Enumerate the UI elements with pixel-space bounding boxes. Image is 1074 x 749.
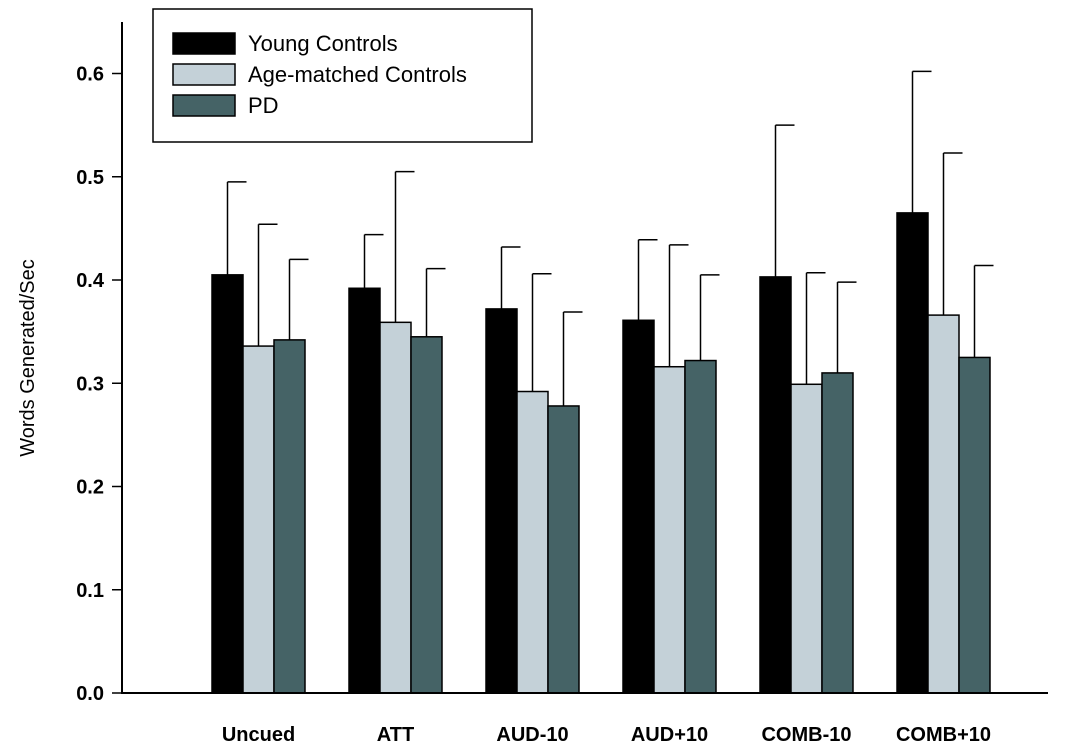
y-tick-label: 0.3 [76,373,104,395]
bar-att-series-0 [348,287,381,694]
legend-swatch [172,63,236,86]
y-tick-label: 0.6 [76,64,104,86]
bar-aud-10-series-2 [684,359,717,694]
legend-label: Age-matched Controls [248,62,467,87]
bar-att-series-1 [379,321,412,694]
bar-comb-10-series-0 [759,276,792,694]
y-tick-label: 0.0 [76,683,104,705]
y-axis-title: Words Generated/Sec [17,259,39,457]
bar-aud-10-series-1 [516,390,549,694]
legend-swatch [172,94,236,117]
x-tick-label: Uncued [222,724,295,746]
bar-aud-10-series-0 [485,308,518,694]
error-bars-layer [226,70,994,406]
bar-comb-10-series-2 [821,372,854,694]
x-tick-label: ATT [377,724,414,746]
y-tick-label: 0.1 [76,580,104,602]
bar-comb-10-series-0 [896,212,929,694]
legend: Young Controls Age-matched Controls PD [152,8,533,143]
bar-aud-10-series-2 [547,405,580,694]
x-tick-label: AUD+10 [631,724,708,746]
bar-comb-10-series-2 [958,356,991,694]
bar-aud-10-series-1 [653,365,686,694]
y-tick-label: 0.2 [76,477,104,499]
bar-uncued-series-1 [242,345,275,694]
legend-label: PD [248,93,279,118]
bar-uncued-series-2 [273,339,306,694]
legend-label: Young Controls [248,31,398,56]
y-tick-label: 0.5 [76,167,104,189]
bar-att-series-2 [410,336,443,694]
x-axis-ticks: Uncued ATT AUD-10 AUD+10 COMB-10 COMB+10 [222,724,991,746]
y-tick-label: 0.4 [76,270,105,292]
y-axis-ticks: 0.0 0.1 0.2 0.3 0.4 0.5 0.6 [76,64,122,705]
x-tick-label: AUD-10 [496,724,568,746]
bar-aud-10-series-0 [622,319,655,694]
bar-uncued-series-0 [211,274,244,694]
x-tick-label: COMB-10 [761,724,851,746]
bar-comb-10-series-1 [790,383,823,694]
bar-comb-10-series-1 [927,314,960,694]
bars-layer [211,212,991,694]
legend-swatch [172,32,236,55]
x-tick-label: COMB+10 [896,724,991,746]
